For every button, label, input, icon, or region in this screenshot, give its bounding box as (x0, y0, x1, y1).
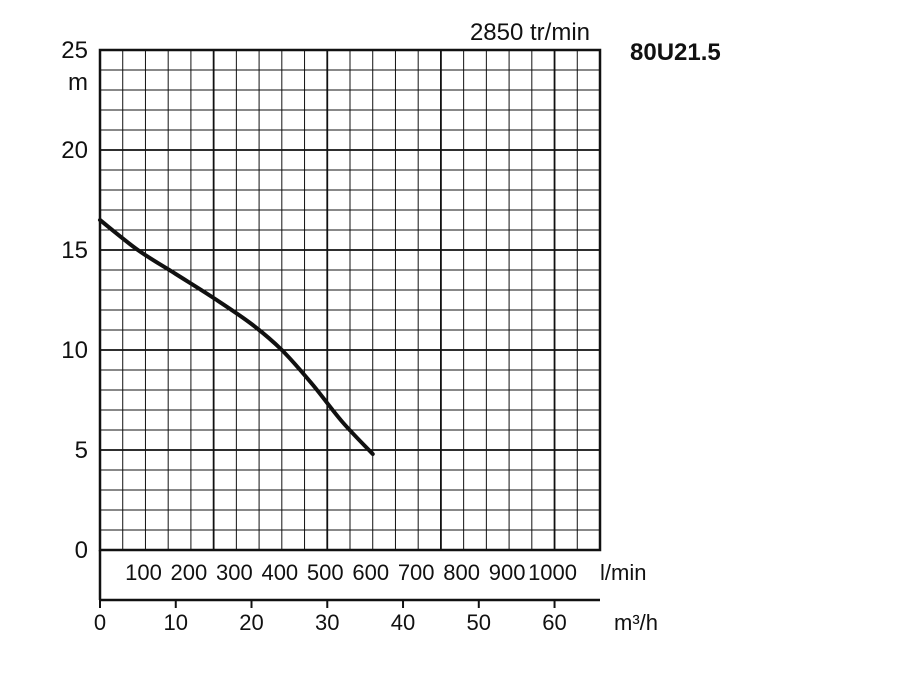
x2-tick-label: 600 (352, 560, 389, 585)
y-tick-label: 15 (61, 237, 88, 264)
x-tick-label: 0 (94, 610, 106, 635)
model-label: 80U21.5 (630, 39, 721, 66)
x-tick-label: 30 (315, 610, 339, 635)
x-axis-unit-label: m³/h (614, 610, 658, 635)
y-tick-label: 25 (61, 37, 88, 64)
plot-frame (98, 48, 602, 552)
x2-tick-label: 200 (171, 560, 208, 585)
y-tick-label: 20 (61, 137, 88, 164)
x-tick-label: 10 (164, 610, 188, 635)
x2-axis-unit-label: l/min (600, 560, 646, 585)
y-tick-label: 10 (61, 337, 88, 364)
x2-tick-label: 1000 (528, 560, 577, 585)
chart-labels: 2850 tr/min 80U21.5 m l/min m³/h 0 5 10 15 2… (61, 19, 720, 635)
x2-tick-label: 700 (398, 560, 435, 585)
x2-tick-label: 100 (125, 560, 162, 585)
x2-tick-label: 500 (307, 560, 344, 585)
chart-series (98, 218, 375, 456)
x-tick-label: 60 (542, 610, 566, 635)
x-tick-label: 40 (391, 610, 415, 635)
chart-grid (100, 50, 600, 550)
speed-label: 2850 tr/min (470, 19, 590, 46)
chart-axes (98, 48, 602, 608)
x-tick-label: 20 (239, 610, 263, 635)
x2-tick-label: 800 (443, 560, 480, 585)
y-tick-label: 5 (75, 437, 88, 464)
y-axis-unit-label: m (68, 69, 88, 96)
x-tick-label: 50 (467, 610, 491, 635)
x2-tick-label: 900 (489, 560, 526, 585)
y-tick-label: 0 (75, 537, 88, 564)
head-flow-curve (98, 218, 375, 456)
x2-tick-label: 400 (261, 560, 298, 585)
x2-tick-label: 300 (216, 560, 253, 585)
